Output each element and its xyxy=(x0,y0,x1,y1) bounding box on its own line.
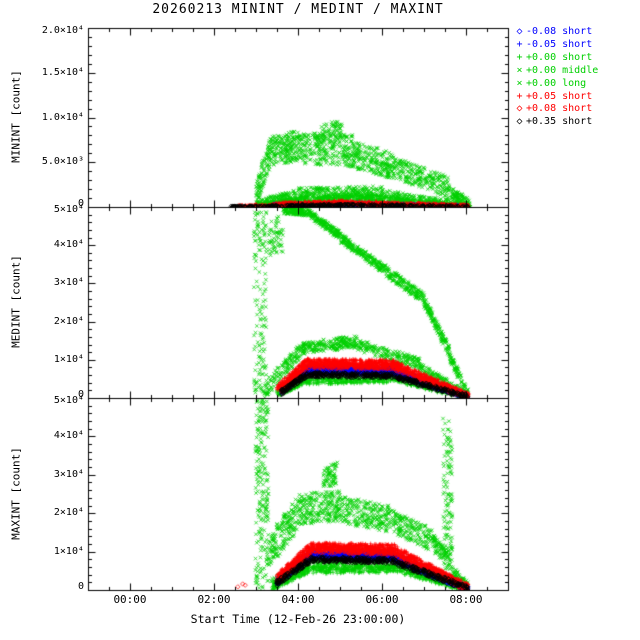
legend-label: +0.00 middle xyxy=(526,64,599,76)
x-tick-label: 08:00 xyxy=(449,593,483,606)
y-tick-label: 2×10⁴ xyxy=(53,315,84,327)
y-tick-label: 3×10⁴ xyxy=(53,468,84,480)
legend-item: × +0.00 middle xyxy=(513,65,598,77)
legend-marker-cross-icon: × xyxy=(516,77,523,89)
legend-marker-plus-icon: + xyxy=(516,38,523,50)
legend-item: × +0.00 long xyxy=(513,78,586,90)
legend-label: -0.05 short xyxy=(526,38,593,50)
y-axis-label-minint: MININT [count] xyxy=(9,70,23,163)
y-tick-label: 5.0×10³ xyxy=(41,156,84,168)
legend-label: +0.08 short xyxy=(526,103,593,115)
legend-marker-diamond-icon: ◇ xyxy=(516,116,523,128)
x-tick-label: 04:00 xyxy=(281,593,315,606)
y-tick-label: 0 xyxy=(77,389,84,400)
y-tick-label: 1.5×10⁴ xyxy=(41,66,84,78)
y-tick-label: 2.0×10⁴ xyxy=(41,25,84,36)
x-axis-label: Start Time (12-Feb-26 23:00:00) xyxy=(190,612,406,626)
y-tick-label: 0 xyxy=(77,198,84,209)
legend-marker-cross-icon: × xyxy=(516,64,523,76)
legend-item: + -0.05 short xyxy=(513,39,592,51)
y-tick-label: 5×10⁴ xyxy=(53,395,84,406)
legend-marker-diamond-icon: ◇ xyxy=(516,103,523,115)
y-tick-label: 1.0×10⁴ xyxy=(41,111,84,123)
y-tick-label: 1×10⁴ xyxy=(53,353,84,365)
y-tick-label: 2×10⁴ xyxy=(53,507,84,519)
legend-marker-diamond-icon: ◇ xyxy=(516,26,523,37)
legend-label: -0.08 short xyxy=(526,26,593,37)
y-tick-label: 0 xyxy=(77,581,84,592)
x-tick-label: 02:00 xyxy=(197,593,231,606)
legend-label: +0.00 long xyxy=(526,77,587,89)
legend-item: + +0.05 short xyxy=(513,91,592,103)
x-tick-label: 00:00 xyxy=(113,593,147,606)
legend-item: ◇ +0.08 short xyxy=(513,103,592,115)
chart-title: 20260213 MININT / MEDINT / MAXINT xyxy=(152,2,444,17)
legend-item: + +0.00 short xyxy=(513,52,592,64)
legend-label: +0.00 short xyxy=(526,51,593,63)
legend-label: +0.05 short xyxy=(526,90,593,102)
y-tick-label: 1×10⁴ xyxy=(53,545,84,557)
legend-item: ◇ +0.35 short xyxy=(513,116,592,128)
y-tick-label: 5×10⁴ xyxy=(53,204,84,215)
x-tick-label: 06:00 xyxy=(365,593,399,606)
legend-marker-plus-icon: + xyxy=(516,51,523,63)
y-tick-label: 4×10⁴ xyxy=(53,239,84,251)
legend-label: +0.35 short xyxy=(526,116,593,128)
legend-item: ◇ -0.08 short xyxy=(513,26,592,38)
y-axis-label-medint: MEDINT [count] xyxy=(9,255,23,348)
y-axis-label-maxint: MAXINT [count] xyxy=(9,447,23,540)
y-tick-label: 4×10⁴ xyxy=(53,430,84,442)
legend-marker-plus-icon: + xyxy=(516,90,523,102)
y-tick-label: 3×10⁴ xyxy=(53,277,84,289)
